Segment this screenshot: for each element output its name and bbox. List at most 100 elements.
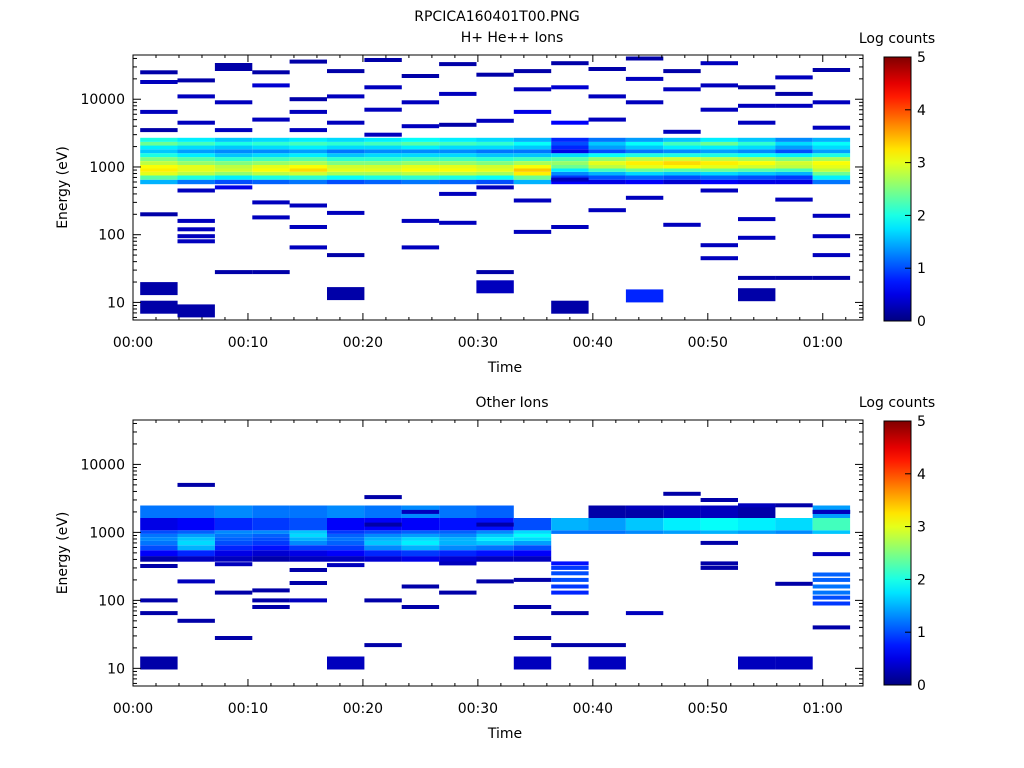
x-tick-label: 00:00 [113,701,153,717]
heatmap-cell [551,168,589,172]
heatmap-cell [812,275,851,280]
heatmap-cell [177,179,215,185]
heatmap-cell [214,161,253,165]
heatmap-cell [513,141,552,146]
heatmap-cell [177,234,215,239]
heatmap-cell [214,518,253,531]
heatmap-cell [663,222,701,227]
heatmap-cell [364,495,402,500]
heatmap-cell [476,118,514,123]
heatmap-cell [252,550,290,557]
heatmap-cell [252,141,290,146]
heatmap-cell [252,70,290,75]
heatmap-cell [775,164,813,169]
heatmap-cell [812,234,851,239]
heatmap-cell [812,168,851,172]
heatmap-cell [513,636,552,640]
heatmap-cell [738,157,776,161]
heatmap-cell [289,161,327,165]
heatmap-cell [289,171,327,176]
heatmap-cell [476,171,514,176]
colorbar-label: Log counts [859,395,935,411]
heatmap-cell [140,518,178,531]
heatmap-cell [364,179,402,185]
heatmap-cell [140,70,178,75]
heatmap-cell [700,188,738,193]
heatmap-cell [775,175,813,180]
heatmap-cell [364,132,402,137]
heatmap-cell [401,137,440,142]
heatmap-cell [738,288,776,302]
heatmap-cell [177,533,215,538]
heatmap-cell [775,503,813,508]
heatmap-cell [401,540,440,546]
heatmap-cell [289,545,327,551]
heatmap-cell [663,164,701,169]
heatmap-cell [663,137,701,142]
heatmap-cell [177,78,215,83]
heatmap-cell [252,153,290,158]
heatmap-cell [588,117,626,122]
heatmap-cell [364,550,402,557]
heatmap-cell [439,556,477,562]
heatmap-cell [700,171,738,176]
heatmap-cell [513,198,552,203]
heatmap-cell [401,141,440,146]
heatmap-cell [700,107,738,112]
heatmap-cell [177,153,215,158]
heatmap-cell [252,145,290,150]
heatmap-cell [476,522,514,527]
heatmap-cell [401,605,440,609]
heatmap-cell [625,153,664,158]
heatmap-cell [738,120,776,125]
heatmap-cell [364,149,402,154]
heatmap-cell [700,161,738,165]
heatmap-cell [551,153,589,158]
x-tick-label: 00:10 [228,701,268,717]
heatmap-cell [140,505,178,518]
heatmap-cell [140,137,178,142]
heatmap-cell [289,556,327,562]
colorbar [883,56,912,322]
heatmap-cell [214,175,253,180]
heatmap-cell [476,533,514,538]
heatmap-cell [214,590,253,595]
heatmap-cell [513,533,552,538]
heatmap-cell [551,137,589,142]
heatmap-cell [700,175,738,180]
colorbar-tick-label: 4 [917,103,926,119]
heatmap-cell [177,518,215,531]
heatmap-cell [700,83,738,88]
heatmap-cell [252,588,290,593]
heatmap-cell [775,161,813,165]
heatmap-cell [252,175,290,180]
heatmap-cell [364,505,402,518]
heatmap-cell [364,157,402,161]
heatmap-cell [252,556,290,562]
x-axis-label: Time [487,726,522,742]
heatmap-cell [476,149,514,154]
heatmap-cell [364,164,402,169]
heatmap-cell [177,171,215,176]
heatmap-cell [775,530,813,534]
heatmap-cell [738,145,776,150]
heatmap-cell [364,58,402,62]
heatmap-cell [364,161,402,165]
y-tick-label: 100 [98,228,125,244]
heatmap-cell [663,145,701,150]
heatmap-cell [513,550,552,557]
heatmap-cell [401,175,440,180]
heatmap-cell [812,518,851,531]
heatmap-cell [289,149,327,154]
heatmap-cell [140,80,178,84]
heatmap-cell [439,145,477,150]
heatmap-cell [364,537,402,541]
heatmap-cell [738,161,776,165]
heatmap-cell [476,579,514,584]
heatmap-cell [327,537,365,541]
heatmap-cell [439,561,477,566]
heatmap-cell [252,530,290,534]
heatmap-cell [812,253,851,258]
heatmap-cell [364,175,402,180]
